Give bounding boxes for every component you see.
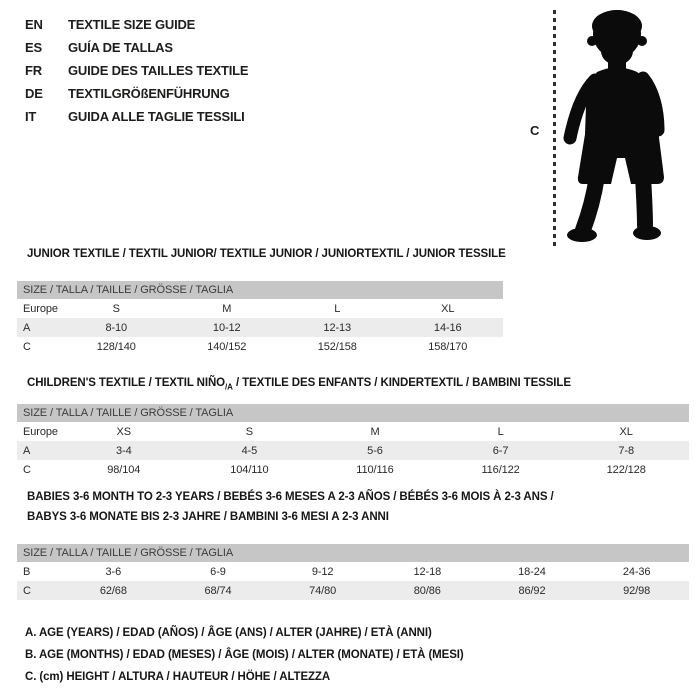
size-value-cell: S (112, 302, 120, 315)
language-code: EN (25, 17, 43, 32)
row-label: Europe (23, 425, 58, 438)
section-title-junior: JUNIOR TEXTILE / TEXTIL JUNIOR/ TEXTILE … (27, 248, 506, 262)
size-header-bar: SIZE / TALLA / TAILLE / GRÖSSE / TAGLIA (17, 281, 503, 299)
size-value-cell: 3-4 (115, 444, 132, 457)
size-value-cell: 104/110 (230, 463, 269, 476)
language-row-es: ES GUÍA DE TALLAS (25, 36, 248, 59)
size-table: Europe XS S M L XL A 3-4 4-5 5-6 6-7 7-8 C 98/104 104/… (17, 422, 689, 479)
section-title-text: BABYS 3-6 MONATE BIS 2-3 JAHRE / BAMBINI… (27, 511, 389, 523)
size-value-cell: 140/152 (207, 340, 247, 353)
size-value-cell: 6-7 (492, 444, 509, 457)
section-title-text: JUNIOR TEXTILE / TEXTIL JUNIOR/ TEXTILE … (27, 248, 506, 260)
size-value-cell: S (245, 425, 254, 438)
children-size-table: SIZE / TALLA / TAILLE / GRÖSSE / TAGLIA … (17, 404, 689, 479)
table-row: C 62/68 68/74 74/80 80/86 86/92 92/98 (17, 581, 689, 600)
size-value-cell: XL (441, 302, 455, 315)
size-value-cell: 12-13 (323, 321, 352, 334)
language-code: ES (25, 40, 42, 55)
language-row-fr: FR GUIDE DES TAILLES TEXTILE (25, 59, 249, 82)
size-value-cell: L (497, 425, 504, 438)
row-label: Europe (23, 302, 58, 315)
size-value-cell: 80/86 (413, 584, 441, 597)
table-row: Europe XS S M L XL (17, 422, 689, 441)
height-measure-dashed-line (553, 10, 556, 246)
table-row: C 128/140 140/152 152/158 158/170 (17, 337, 503, 356)
size-value-cell: 116/122 (481, 463, 520, 476)
section-title-babies-line1: BABIES 3-6 MONTH TO 2-3 YEARS / BEBÉS 3-… (27, 491, 554, 503)
size-header-bar: SIZE / TALLA / TAILLE / GRÖSSE / TAGLIA (17, 544, 689, 562)
size-value-cell: 14-16 (433, 321, 462, 334)
size-value-cell: 10-12 (212, 321, 241, 334)
junior-size-table: SIZE / TALLA / TAILLE / GRÖSSE / TAGLIA … (17, 281, 503, 356)
size-value-cell: M (222, 302, 232, 315)
size-value-cell: 98/104 (107, 463, 141, 476)
size-value-cell: 24-36 (622, 565, 651, 578)
row-label: B (23, 565, 31, 578)
language-title: TEXTILGRÖßENFÜHRUNG (68, 86, 230, 101)
language-code: IT (25, 109, 37, 124)
footnote-a: A. AGE (YEARS) / EDAD (AÑOS) / ÂGE (ANS)… (25, 627, 432, 639)
size-value-cell: 12-18 (413, 565, 442, 578)
size-header-bar: SIZE / TALLA / TAILLE / GRÖSSE / TAGLIA (17, 404, 689, 422)
size-value-cell: 86/92 (518, 584, 546, 597)
table-row: A 8-10 10-12 12-13 14-16 (17, 318, 503, 337)
size-value-cell: 92/98 (623, 584, 651, 597)
size-value-cell: 3-6 (105, 565, 122, 578)
table-row: B 3-6 6-9 9-12 12-18 18-24 24-36 (17, 562, 689, 581)
table-row: A 3-4 4-5 5-6 6-7 7-8 (17, 441, 689, 460)
size-value-cell: 62/68 (99, 584, 127, 597)
section-title-babies-line2: BABYS 3-6 MONATE BIS 2-3 JAHRE / BAMBINI… (27, 511, 389, 523)
size-value-cell: 158/170 (428, 340, 468, 353)
language-row-it: IT GUIDA ALLE TAGLIE TESSILI (25, 105, 248, 128)
language-row-en: EN TEXTILE SIZE GUIDE (25, 13, 248, 36)
language-title: TEXTILE SIZE GUIDE (68, 17, 196, 32)
size-value-cell: 128/140 (96, 340, 136, 353)
size-value-cell: L (334, 302, 341, 315)
row-label: A (23, 321, 31, 334)
size-value-cell: 9-12 (311, 565, 334, 578)
size-value-cell: 7-8 (618, 444, 634, 457)
section-title-sub: /A (225, 382, 233, 392)
section-title-text: BABIES 3-6 MONTH TO 2-3 YEARS / BEBÉS 3-… (27, 491, 554, 503)
language-title-list: EN TEXTILE SIZE GUIDE ES GUÍA DE TALLAS … (25, 13, 249, 128)
size-value-cell: 68/74 (204, 584, 232, 597)
footnote-c: C. (cm) HEIGHT / ALTURA / HAUTEUR / HÖHE… (25, 671, 331, 683)
size-value-cell: 8-10 (105, 321, 128, 334)
row-label: C (23, 340, 31, 353)
size-value-cell: 74/80 (309, 584, 337, 597)
size-value-cell: 18-24 (518, 565, 546, 578)
size-value-cell: 122/128 (606, 463, 646, 476)
size-value-cell: 152/158 (317, 340, 357, 353)
section-title-text: CHILDREN'S TEXTILE / TEXTIL NIÑO (27, 377, 226, 389)
language-title: GUIDE DES TAILLES TEXTILE (68, 63, 249, 78)
size-value-cell: 110/116 (356, 463, 394, 476)
language-title: GUÍA DE TALLAS (68, 40, 173, 55)
section-title-text: / TEXTILE DES ENFANTS / KINDERTEXTIL / B… (232, 377, 571, 389)
size-value-cell: XL (619, 425, 633, 438)
height-measure-label: C (530, 123, 540, 138)
size-value-cell: 6-9 (210, 565, 226, 578)
footnote-b: B. AGE (MONTHS) / EDAD (MESES) / ÂGE (MO… (25, 649, 464, 661)
table-row: C 98/104 104/110 110/116 116/122 122/128 (17, 460, 689, 479)
language-row-de: DE TEXTILGRÖßENFÜHRUNG (25, 82, 248, 105)
row-label: C (23, 463, 31, 476)
row-label: C (23, 584, 31, 597)
language-title: GUIDA ALLE TAGLIE TESSILI (68, 109, 245, 124)
babies-size-table: SIZE / TALLA / TAILLE / GRÖSSE / TAGLIA … (17, 544, 689, 600)
language-code: FR (25, 63, 42, 78)
table-row: Europe S M L XL (17, 299, 503, 318)
size-value-cell: XS (116, 425, 132, 438)
size-table: B 3-6 6-9 9-12 12-18 18-24 24-36 C 62/68 68/74 74/… (17, 562, 689, 600)
section-title-children: CHILDREN'S TEXTILE / TEXTIL NIÑO/A / TEX… (27, 377, 571, 391)
size-value-cell: M (370, 425, 380, 438)
row-label: A (23, 444, 31, 457)
size-value-cell: 4-5 (241, 444, 258, 457)
size-value-cell: 5-6 (367, 444, 383, 457)
size-table: Europe S M L XL A 8-10 10-12 12-13 14-16 C 128/140 1… (17, 299, 503, 356)
language-code: DE (25, 86, 43, 101)
footnotes: A. AGE (YEARS) / EDAD (AÑOS) / ÂGE (ANS)… (25, 622, 464, 688)
toddler-silhouette-icon (561, 6, 671, 244)
